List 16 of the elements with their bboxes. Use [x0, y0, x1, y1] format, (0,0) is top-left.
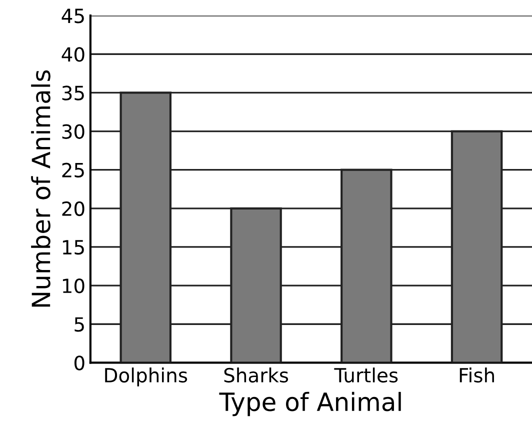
x-tick-label: Turtles	[334, 368, 398, 383]
x-tick-label: Sharks	[224, 368, 288, 383]
y-tick-label: 10	[62, 278, 84, 294]
y-axis-title: Number of Animals	[31, 70, 50, 307]
y-tick-label: 40	[62, 47, 84, 62]
y-tick-label: 15	[62, 240, 84, 255]
y-tick-label: 5	[74, 317, 84, 332]
x-axis-title: Type of Animal	[219, 392, 401, 416]
y-tick-label: 25	[62, 162, 84, 178]
y-tick-label: 20	[62, 201, 84, 216]
y-tick-label: 35	[62, 86, 84, 100]
x-tick-label: Dolphins	[105, 368, 188, 386]
y-tick-label: 30	[62, 124, 84, 139]
x-tick-label: Fish	[460, 368, 494, 383]
y-tick-label: 0	[74, 356, 84, 370]
y-tick-label: 45	[62, 8, 84, 24]
